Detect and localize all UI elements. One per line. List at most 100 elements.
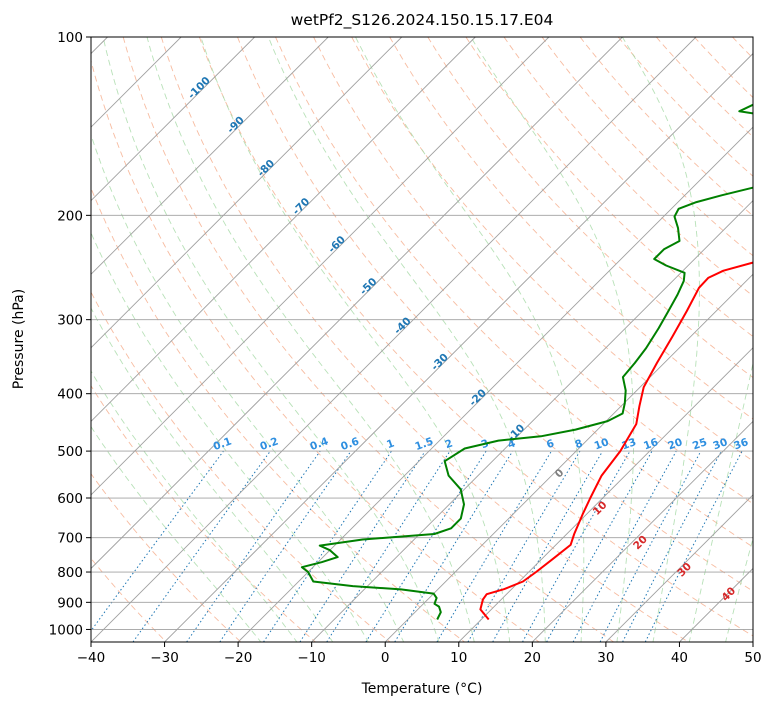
dry-adiabat <box>541 37 753 257</box>
isotherm-line <box>311 200 753 642</box>
y-axis-label: Pressure (hPa) <box>11 289 27 389</box>
y-tick-label: 300 <box>57 313 83 329</box>
moist-adiabat <box>91 425 262 642</box>
mixing-ratio-label: 1.5 <box>413 435 435 453</box>
mixing-ratio-line <box>644 450 743 642</box>
mixing-ratio-label: 2 <box>443 437 454 451</box>
mixing-ratio-label: 0.1 <box>212 435 234 453</box>
mixing-ratio-line <box>326 450 451 642</box>
isotherm-line <box>91 37 550 496</box>
dry-adiabat <box>389 37 753 420</box>
mixing-ratio-label: 8 <box>573 437 584 451</box>
isotherm-line <box>91 37 623 570</box>
x-axis-label: Temperature (°C) <box>361 681 483 697</box>
y-tick-label: 600 <box>57 491 83 507</box>
mixing-ratio-line <box>394 450 514 642</box>
dry-adiabat <box>122 37 614 642</box>
x-tick-label: 30 <box>597 650 614 666</box>
y-tick-label: 1000 <box>49 622 83 638</box>
moist-adiabat <box>91 370 298 642</box>
dry-adiabat <box>160 37 689 642</box>
dry-adiabat <box>198 37 753 637</box>
moist-adiabat <box>146 37 475 642</box>
dry-adiabat <box>91 291 391 642</box>
dry-adiabat <box>237 37 753 592</box>
mixing-ratio-label: 13 <box>620 436 638 452</box>
mixing-ratio-line <box>522 450 631 642</box>
moist-adiabat <box>200 37 511 642</box>
mixing-ratio-label: 1 <box>385 437 396 451</box>
chart-title: wetPf2_S126.2024.150.15.17.E04 <box>291 11 554 30</box>
y-tick-label: 700 <box>57 531 83 547</box>
x-tick-label: −40 <box>77 650 106 666</box>
mixing-ratio-label: 0.2 <box>258 435 280 453</box>
isotherm-line <box>91 37 403 349</box>
y-tick-label: 100 <box>57 30 83 46</box>
moist-adiabat <box>621 37 700 642</box>
mixing-ratio-label: 20 <box>666 436 684 452</box>
mixing-ratio-label: 36 <box>732 436 750 452</box>
x-tick-label: −20 <box>224 650 253 666</box>
y-tick-label: 900 <box>57 595 83 611</box>
y-tick-label: 200 <box>57 208 83 224</box>
isotherm-line <box>237 126 753 642</box>
dry-adiabat <box>427 37 753 379</box>
mixing-ratio-line <box>546 450 653 642</box>
x-axis: −40 −30 −20 −10 0 10 20 30 40 50 <box>77 642 762 666</box>
x-tick-label: 0 <box>381 650 390 666</box>
dry-adiabat <box>465 37 753 338</box>
mixing-ratio-line <box>299 450 426 642</box>
moist-adiabat <box>470 37 635 642</box>
dewpoint-profile-line <box>300 103 753 620</box>
isotherm-line <box>458 347 753 642</box>
x-tick-label: 10 <box>450 650 467 666</box>
dry-adiabat <box>351 37 753 462</box>
moist-adiabat <box>102 37 440 642</box>
mixing-ratio-label: 0.6 <box>339 435 361 453</box>
x-tick-label: 40 <box>671 650 688 666</box>
background-lines <box>91 37 753 642</box>
mixing-ratio-label: 16 <box>642 436 660 452</box>
mixing-ratio-label: 6 <box>545 437 556 451</box>
mixing-ratio-line <box>219 450 352 642</box>
moist-adiabat <box>267 37 546 642</box>
isotherm-line <box>164 52 753 642</box>
y-axis: 100 200 300 400 500 600 700 800 900 1000 <box>49 30 91 638</box>
x-tick-label: 50 <box>744 650 761 666</box>
y-tick-label: 800 <box>57 565 83 581</box>
series-lines <box>300 103 753 621</box>
temperature-profile-line <box>479 261 753 621</box>
moist-adiabat <box>725 537 753 642</box>
isotherm-line <box>384 273 753 642</box>
dry-adiabat <box>313 37 753 505</box>
mixing-ratio-label: 25 <box>691 436 709 452</box>
mixing-ratio-line <box>91 450 224 632</box>
mixing-ratio-line <box>263 450 392 642</box>
plot-frame <box>90 36 754 643</box>
isotherm-line <box>91 37 329 275</box>
mixing-ratio-label: 30 <box>711 436 729 452</box>
x-tick-label: −30 <box>150 650 179 666</box>
isotherm-line <box>91 37 255 202</box>
mixing-ratio-line <box>132 450 271 642</box>
dry-adiabat <box>91 59 540 642</box>
moist-adiabat <box>91 133 405 642</box>
moist-adiabat <box>91 307 334 642</box>
y-tick-label: 500 <box>57 444 83 460</box>
mixing-ratio-label: 10 <box>593 436 611 452</box>
moist-adiabat <box>688 361 753 642</box>
mixing-ratio-label: 4 <box>506 437 517 451</box>
isotherm-line <box>91 37 476 422</box>
y-tick-label: 400 <box>57 387 83 403</box>
plot-area <box>91 37 753 642</box>
mixing-ratio-line <box>572 450 677 642</box>
isotherm-line <box>91 37 697 642</box>
dry-adiabat <box>275 37 753 548</box>
x-tick-label: −10 <box>297 650 326 666</box>
isotherm-line <box>605 494 753 642</box>
x-tick-label: 20 <box>524 650 541 666</box>
grid-lines <box>91 37 753 642</box>
isotherm-line <box>532 420 753 642</box>
mixing-ratio-label: 0.4 <box>308 435 330 453</box>
